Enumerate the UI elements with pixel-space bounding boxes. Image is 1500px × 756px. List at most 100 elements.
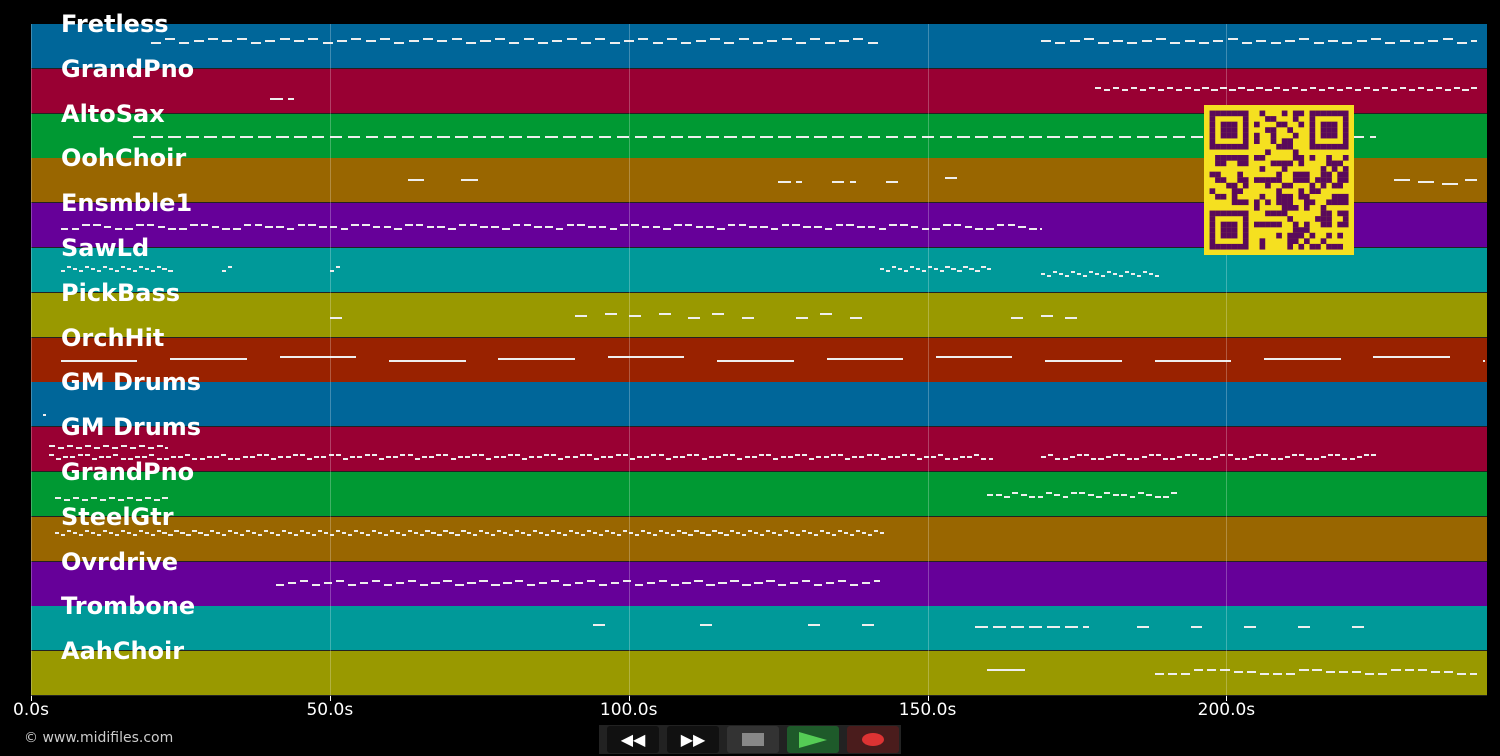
note: [802, 530, 807, 533]
forward-button[interactable]: ▶▶: [667, 726, 719, 753]
note: [72, 532, 77, 535]
note: [723, 454, 729, 457]
note: [448, 227, 456, 230]
note: [132, 534, 137, 537]
note: [895, 456, 901, 459]
note: [240, 534, 245, 537]
note: [1220, 669, 1230, 672]
note: [469, 223, 478, 226]
note: [610, 581, 620, 584]
note: [221, 454, 227, 457]
note: [265, 225, 273, 228]
note: [299, 454, 305, 457]
note: [242, 456, 248, 459]
record-button[interactable]: [847, 726, 899, 753]
note: [168, 534, 173, 537]
note: [688, 135, 702, 138]
note: [278, 456, 284, 459]
track-label: SteelGtr: [61, 502, 174, 531]
note: [1241, 458, 1247, 461]
note: [616, 135, 630, 138]
note: [394, 41, 405, 44]
note: [54, 532, 60, 535]
note: [658, 579, 667, 582]
note: [545, 534, 550, 537]
note: [179, 41, 190, 44]
note: [292, 454, 298, 457]
note: [1247, 88, 1254, 91]
note: [408, 39, 419, 42]
note: [568, 530, 574, 533]
note: [90, 532, 95, 535]
note: [66, 530, 72, 533]
note: [102, 530, 107, 533]
note: [1301, 88, 1308, 91]
note: [99, 456, 105, 459]
note: [383, 225, 392, 228]
note: [407, 530, 412, 533]
note: [778, 583, 787, 586]
note: [72, 268, 77, 271]
note: [204, 534, 209, 537]
note: [228, 266, 233, 269]
note: [706, 135, 719, 138]
note: [555, 227, 564, 230]
note: [951, 268, 956, 271]
note: [1286, 673, 1296, 676]
track-lane: [31, 427, 1487, 473]
note: [480, 225, 488, 228]
note: [787, 456, 793, 459]
note: [969, 268, 974, 271]
rewind-button[interactable]: ◀◀: [607, 726, 659, 753]
note: [622, 579, 632, 582]
note: [592, 624, 605, 627]
note: [778, 180, 791, 183]
note: [574, 532, 580, 535]
note: [738, 37, 749, 40]
note: [395, 581, 404, 584]
note: [426, 225, 435, 228]
note: [228, 458, 234, 461]
track-label: AltoSax: [61, 99, 165, 128]
note: [114, 534, 119, 537]
note: [586, 530, 592, 533]
note: [759, 454, 765, 457]
note: [939, 270, 944, 273]
note: [168, 135, 182, 138]
note: [760, 135, 773, 138]
note: [461, 178, 479, 181]
note: [515, 454, 521, 457]
note: [507, 454, 513, 457]
note: [967, 456, 973, 459]
note: [1404, 669, 1414, 672]
note: [437, 225, 445, 228]
note: [809, 458, 815, 461]
note: [1100, 135, 1114, 138]
note: [207, 37, 218, 40]
note: [529, 456, 535, 459]
note: [1096, 496, 1102, 499]
note: [72, 496, 80, 499]
note: [1184, 86, 1191, 89]
note: [156, 266, 161, 269]
note: [565, 456, 571, 459]
note: [1029, 227, 1037, 230]
note: [135, 456, 141, 459]
note: [270, 532, 275, 535]
note: [1298, 626, 1311, 629]
track-label: GrandPno: [61, 54, 195, 83]
note: [250, 41, 261, 44]
note: [963, 266, 968, 269]
note: [351, 37, 362, 40]
note: [987, 669, 1025, 672]
note: [717, 359, 794, 362]
stop-button[interactable]: [727, 726, 779, 753]
note: [501, 227, 510, 230]
note: [1039, 227, 1042, 230]
play-button[interactable]: [787, 726, 839, 753]
note: [395, 532, 400, 535]
note: [1378, 673, 1388, 676]
note: [323, 581, 333, 584]
note: [472, 454, 478, 457]
note: [1220, 454, 1226, 457]
